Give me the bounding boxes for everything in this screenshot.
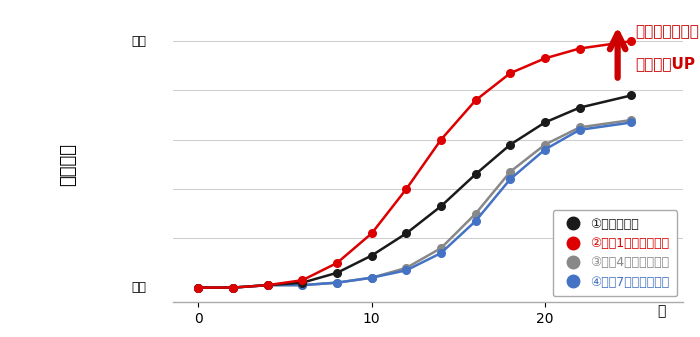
Text: 育毛実果UP: 育毛実果UP xyxy=(635,56,695,71)
Legend: ①室温品のみ, ②週に1回冷却育毛剤, ③週に4回冷却育毛剤, ④週に7回冷却育毛剤: ①室温品のみ, ②週に1回冷却育毛剤, ③週に4回冷却育毛剤, ④週に7回冷却育… xyxy=(553,210,677,296)
Text: 低い: 低い xyxy=(132,281,146,294)
Text: 日: 日 xyxy=(657,304,666,318)
Text: 高い: 高い xyxy=(132,35,146,48)
Text: 冷却制激により: 冷却制激により xyxy=(635,24,699,39)
Text: 育毛実果: 育毛実果 xyxy=(60,143,78,186)
